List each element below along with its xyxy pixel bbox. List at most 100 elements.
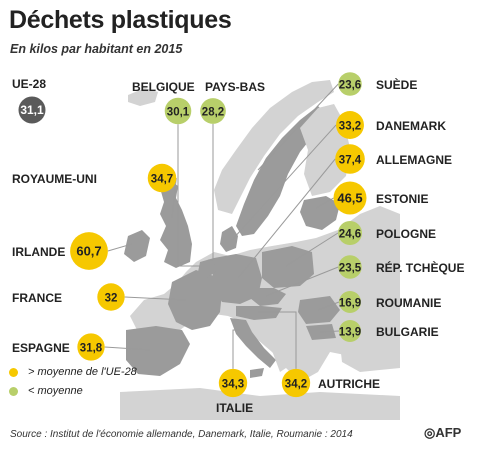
land-italy bbox=[230, 318, 276, 368]
bubble-italie bbox=[218, 368, 248, 398]
leader-estonie bbox=[315, 197, 334, 209]
value-label-belgique: 30,1 bbox=[167, 107, 190, 119]
country-label-pays-bas: PAYS-BAS bbox=[205, 80, 265, 94]
land-africa bbox=[120, 388, 400, 420]
land-denmark bbox=[220, 226, 238, 252]
country-label-france: FRANCE bbox=[12, 291, 62, 305]
land-sicily bbox=[250, 368, 264, 378]
land-france bbox=[168, 270, 222, 330]
leader-suede bbox=[257, 83, 339, 171]
bubble-roumanie bbox=[339, 291, 361, 313]
land-balkans bbox=[268, 318, 312, 372]
land-turkey bbox=[340, 338, 400, 372]
bubble-rep-tcheque bbox=[338, 255, 362, 279]
value-label-royaume-uni: 34,7 bbox=[151, 174, 173, 186]
bubble-bulgarie bbox=[339, 320, 361, 342]
leader-rep-tcheque bbox=[265, 266, 339, 297]
land-ireland bbox=[124, 230, 150, 262]
leader-irlande bbox=[107, 243, 133, 252]
country-label-estonie: ESTONIE bbox=[376, 192, 428, 206]
leader-france bbox=[124, 296, 187, 301]
bubble-espagne bbox=[77, 333, 105, 361]
value-label-pologne: 24,6 bbox=[339, 229, 361, 241]
country-label-bulgarie: BULGARIE bbox=[376, 325, 439, 339]
value-label-pays-bas: 28,2 bbox=[202, 107, 224, 119]
bubble-france bbox=[97, 283, 125, 311]
legend-label-below: < moyenne bbox=[28, 385, 83, 397]
leader-espagne bbox=[104, 346, 151, 351]
country-label-danemark: DANEMARK bbox=[376, 119, 446, 133]
country-label-belgique: BELGIQUE bbox=[132, 80, 195, 94]
value-label-estonie: 46,5 bbox=[337, 191, 362, 206]
leader-italie bbox=[232, 329, 240, 369]
country-label-ue-28: UE-28 bbox=[12, 77, 46, 91]
land-sweden bbox=[236, 106, 326, 236]
leader-autriche bbox=[258, 311, 297, 369]
country-label-royaume-uni: ROYAUME-UNI bbox=[12, 172, 97, 186]
legend-dot-above bbox=[9, 367, 18, 377]
value-label-italie: 34,3 bbox=[222, 379, 244, 391]
afp-logo-icon: ◎ bbox=[424, 425, 436, 440]
leader-danemark bbox=[231, 124, 337, 241]
bubble-irlande bbox=[70, 232, 108, 270]
leader-royaume-uni bbox=[171, 177, 177, 219]
country-label-allemagne: ALLEMAGNE bbox=[376, 153, 452, 167]
country-label-rep-tcheque: RÉP. TCHÈQUE bbox=[376, 260, 464, 275]
value-label-suede: 23,6 bbox=[339, 80, 361, 92]
value-label-espagne: 31,8 bbox=[80, 343, 103, 355]
page-subtitle: En kilos par habitant en 2015 bbox=[10, 42, 183, 56]
legend-item-below: < moyenne bbox=[9, 385, 83, 397]
bubble-autriche bbox=[281, 368, 311, 398]
land-czechia bbox=[250, 288, 286, 306]
leader-pologne bbox=[285, 232, 339, 267]
value-label-irlande: 60,7 bbox=[76, 244, 101, 259]
country-label-suede: SUÈDE bbox=[376, 77, 417, 92]
bubble-estonie bbox=[333, 181, 367, 215]
land-great-britain bbox=[160, 180, 192, 268]
bubble-pologne bbox=[337, 220, 363, 246]
leader-roumanie bbox=[317, 301, 340, 311]
leader-pays-bas bbox=[208, 123, 214, 261]
bubble-ue-28 bbox=[18, 96, 46, 124]
land-austria bbox=[236, 306, 282, 320]
country-label-roumanie: ROUMANIE bbox=[376, 296, 441, 310]
leader-belgique bbox=[177, 124, 200, 267]
bubble-royaume-uni bbox=[147, 163, 177, 193]
page-title: Déchets plastiques bbox=[9, 6, 232, 34]
land-benelux bbox=[198, 258, 216, 278]
bubble-pays-bas bbox=[200, 98, 226, 124]
legend-item-above: > moyenne de l'UE-28 bbox=[9, 366, 137, 378]
bubble-danemark bbox=[336, 111, 364, 139]
value-label-rep-tcheque: 23,5 bbox=[339, 263, 362, 275]
value-label-autriche: 34,2 bbox=[285, 379, 307, 391]
bubble-belgique bbox=[164, 97, 192, 125]
bubble-allemagne bbox=[335, 144, 365, 174]
country-label-irlande: IRLANDE bbox=[12, 245, 65, 259]
land-baltics bbox=[300, 196, 340, 230]
value-label-ue-28: 31,1 bbox=[20, 103, 44, 117]
land-norway bbox=[214, 80, 334, 214]
leader-bulgarie bbox=[319, 330, 340, 333]
map-land bbox=[120, 80, 400, 420]
value-label-allemagne: 37,4 bbox=[339, 155, 362, 167]
land-iceland bbox=[128, 88, 158, 106]
land-germany bbox=[212, 254, 262, 304]
afp-logo-text: AFP bbox=[435, 425, 462, 440]
leader-lines bbox=[104, 83, 340, 369]
value-label-danemark: 33,2 bbox=[339, 121, 361, 133]
country-label-espagne: ESPAGNE bbox=[12, 341, 70, 355]
leader-allemagne bbox=[237, 158, 336, 279]
value-label-france: 32 bbox=[105, 293, 118, 305]
bubbles: 31,1 UE-28 34,7 ROYAUME-UNI 60,7 IRLANDE 32 FRA… bbox=[12, 72, 464, 415]
country-label-italie: ITALIE bbox=[216, 401, 253, 415]
country-label-autriche: AUTRICHE bbox=[318, 377, 380, 391]
bubble-suede bbox=[338, 72, 362, 96]
value-label-bulgarie: 13,9 bbox=[339, 327, 361, 339]
legend-dot-below bbox=[9, 386, 18, 396]
afp-logo: ◎AFP bbox=[424, 425, 461, 441]
country-label-pologne: POLOGNE bbox=[376, 227, 436, 241]
land-iberia bbox=[126, 326, 190, 376]
legend-label-above: > moyenne de l'UE-28 bbox=[28, 366, 137, 378]
